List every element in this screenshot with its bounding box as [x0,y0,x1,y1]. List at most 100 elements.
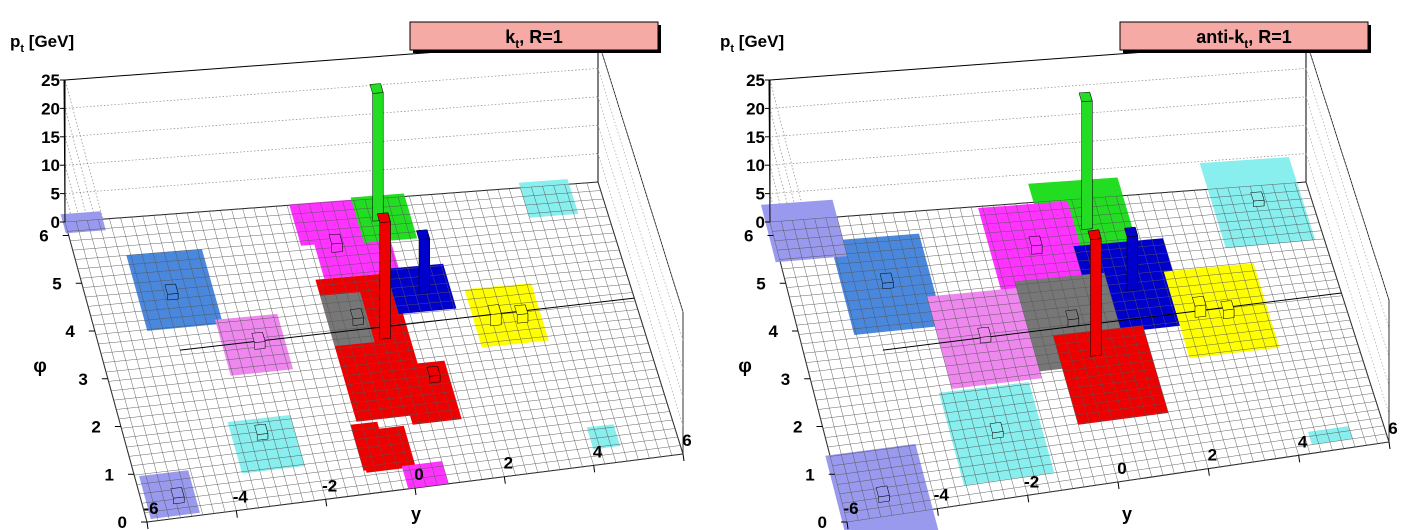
grid-line [777,206,1314,251]
pt-tower-top [1250,191,1265,202]
grid-line [772,189,1309,232]
phi-tick-label: 4 [769,322,779,341]
grid-line [100,300,636,354]
grid-line [837,409,1379,485]
pt-tower [1081,100,1093,230]
grid-line [806,303,1345,363]
y-tick-label: -4 [934,486,950,505]
floor-midline [882,292,1342,351]
pt-tower [1126,235,1139,292]
y-tick [235,510,238,518]
y-tick-label: 0 [414,465,423,484]
grid-line [786,238,1325,288]
pt-tower [1223,308,1235,320]
grid-line [129,394,665,457]
grid-line [815,336,1356,401]
y-tick-label: 6 [1388,419,1397,438]
pt-tower-top [170,487,185,499]
phi-tick-label: 2 [793,418,802,437]
z-axis-label: pt [GeV] [720,32,784,55]
title-box [409,21,659,51]
pt-towers [875,91,1265,503]
chart-panel-kt: 0 5 10 15 20 25 pt [GeV] 0 1 2 3 4 5 6 φ -6 -4 -2 0 2 4 6 y kt,… [0,0,705,530]
jet-area [761,199,848,263]
grid-line [90,266,625,316]
grid-line [144,445,681,513]
pt-tower [516,313,529,324]
pt-tower [331,242,343,253]
phi-tick-label: 1 [805,465,814,484]
z-tick-label: 10 [746,156,765,175]
y-tick [503,476,506,484]
y-tick [1388,441,1391,450]
pt-tower [372,92,384,222]
grid-line [108,326,644,382]
grid-line [64,181,599,223]
lego-plot-anti-kt: 0 5 10 15 20 25 pt [GeV] 0 1 2 3 4 5 6 φ -6 -4 -2 0 2 4 6 y ant… [720,21,1398,530]
jet-area [60,211,106,234]
grid-line [134,411,670,476]
grid-line [116,351,652,410]
grid-line [818,344,1358,410]
phi-tick-label: 3 [78,370,87,389]
grid-line [123,377,660,438]
y-tick-label: -6 [843,499,858,518]
y-tick-label: -4 [233,488,249,507]
jet-area [518,179,579,218]
grid-line [789,246,1327,298]
z-tick-label: 0 [51,213,60,232]
chart-title: kt, R=1 [505,27,563,51]
y-tick-label: -6 [143,499,158,518]
grid-line [80,232,614,279]
grid-line [832,393,1374,466]
z-tick-label: 25 [41,71,60,90]
grid-line [808,311,1348,373]
pt-towers [164,83,529,505]
phi-tick-label: 1 [104,465,113,484]
grid-line [103,309,638,363]
y-axis: -6 -4 -2 0 2 4 6 [143,431,692,530]
y-tick [325,499,328,507]
pt-tower [379,221,391,340]
pt-tower-top [1124,226,1139,238]
pt-tower [418,238,430,294]
grid-line [113,343,649,401]
phi-tick-label: 0 [818,513,827,530]
z-tick-label: 5 [51,185,60,204]
y-tick [936,508,939,516]
grid-line [77,224,612,270]
pt-tower-top [426,365,441,377]
grid-line [813,328,1353,391]
z-tick-label: 20 [746,99,765,118]
grid-line [121,368,657,429]
z-tick-label: 15 [746,128,765,147]
phi-axis: 0 1 2 3 4 5 6 [39,227,147,530]
y-tick [1117,481,1120,490]
pt-tower-top [369,83,384,94]
jet-area [227,415,305,474]
phi-axis-label: φ [738,356,752,377]
phi-axis: 0 1 2 3 4 5 6 [744,227,847,530]
pt-tower-top [1065,309,1080,321]
phi-tick-label: 0 [118,513,127,530]
grid-line [105,317,641,373]
pt-tower-top [1087,229,1102,241]
phi-axis-label: φ [33,356,47,377]
jet-area [289,199,368,246]
chart-panel-anti-kt: 0 5 10 15 20 25 pt [GeV] 0 1 2 3 4 5 6 φ -6 -4 -2 0 2 4 6 y ant… [705,0,1410,530]
phi-tick-label: 6 [744,227,753,246]
pt-tower-top [879,272,894,284]
z-axis-line [63,79,66,223]
pt-tower-top [251,332,266,343]
pt-tower [1090,238,1102,357]
grid-line [842,425,1384,504]
phi-tick-label: 5 [756,274,765,293]
title-box [1119,21,1369,51]
pt-tower-top [349,308,364,319]
grid-line [131,402,668,466]
y-tick [1298,455,1301,463]
grid-line [72,207,606,251]
grid-line [774,198,1312,241]
y-tick [682,453,685,462]
y-tick-label: 2 [1208,446,1217,465]
